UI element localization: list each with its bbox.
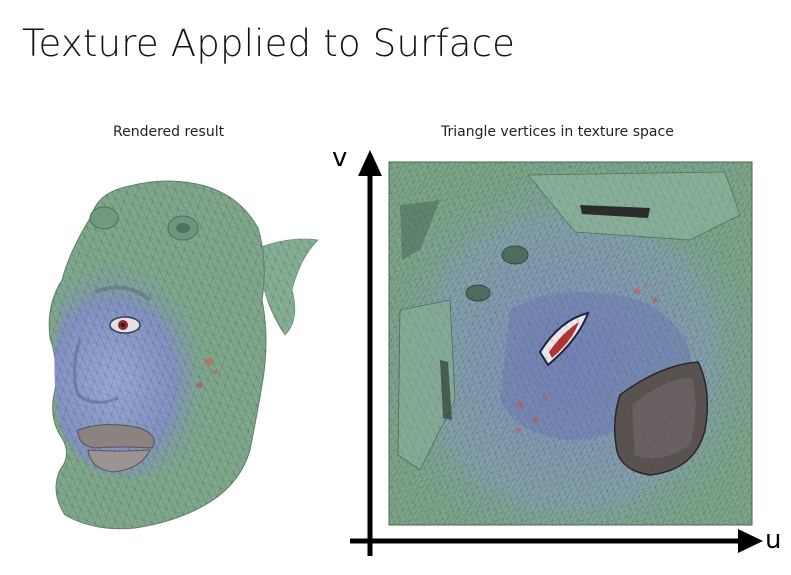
- v-axis-label: v: [332, 143, 348, 173]
- rendered-result-caption: Rendered result: [113, 124, 225, 140]
- texture-space-caption: Triangle vertices in texture space: [441, 124, 674, 140]
- uv-axes: [350, 150, 763, 556]
- texture-map: [389, 162, 752, 525]
- u-axis-arrowhead: [738, 529, 763, 553]
- u-axis-label: u: [765, 525, 782, 555]
- rendered-head: [48, 180, 319, 530]
- slide-title: Texture Applied to Surface: [22, 22, 516, 65]
- v-axis-arrowhead: [358, 150, 382, 176]
